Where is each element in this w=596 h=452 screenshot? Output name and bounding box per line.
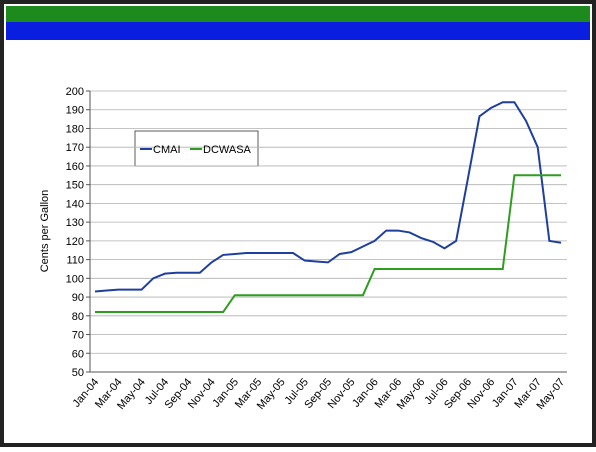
y-tick-label: 110 [66,255,84,267]
y-tick-label: 140 [66,198,84,210]
y-tick-label: 90 [72,292,84,304]
y-tick-label: 200 [66,86,84,98]
blue-band [6,22,590,40]
y-axis-label: Cents per Gallon [39,190,51,273]
green-band [6,6,590,22]
y-tick-label: 180 [66,123,84,135]
y-tick-label: 70 [72,330,84,342]
y-tick-label: 150 [66,180,84,192]
y-tick-label: 160 [66,161,84,173]
series-line [95,174,561,314]
y-tick-label: 60 [72,348,84,360]
y-tick-label: 80 [72,311,84,323]
y-tick-label: 50 [72,367,84,379]
y-tick-label: 190 [66,105,84,117]
legend-label: CMAI [153,144,181,156]
y-tick-label: 170 [66,142,84,154]
y-tick-label: 130 [66,217,84,229]
y-tick-label: 120 [66,236,84,248]
series-line [94,101,562,293]
y-tick-label: 100 [66,273,84,285]
legend-label: DCWASA [203,144,252,156]
